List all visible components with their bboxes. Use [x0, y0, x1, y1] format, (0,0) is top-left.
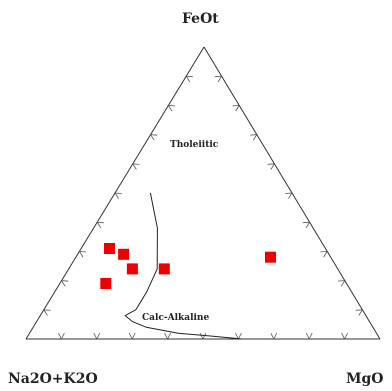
tholeiitic-calc-alkaline-divider	[124, 192, 242, 340]
tick-bottom-9	[58, 332, 65, 340]
tick-left-3	[78, 250, 87, 258]
tick-left-9	[185, 75, 193, 83]
tick-left-6	[132, 163, 140, 170]
data-point-4	[126, 263, 138, 275]
triangle-frame	[25, 46, 381, 340]
tick-left-4	[96, 221, 104, 229]
data-point-3	[118, 248, 130, 260]
tick-bottom-6	[164, 332, 171, 340]
tick-marks	[43, 75, 364, 340]
data-point-1	[265, 251, 276, 263]
tick-right-8	[338, 280, 346, 287]
vertex-label-right: MgO	[346, 371, 383, 387]
tick-bottom-2	[305, 332, 313, 340]
tick-left-5	[114, 192, 122, 199]
tick-bottom-7	[128, 332, 136, 340]
tick-right-2	[232, 104, 240, 112]
tick-right-4	[267, 163, 276, 170]
tick-right-7	[320, 250, 328, 258]
tick-right-5	[285, 192, 293, 199]
field-label-tholeiitic: Tholeiitic	[170, 140, 219, 150]
tick-bottom-3	[270, 332, 278, 340]
tick-left-8	[167, 104, 176, 112]
tick-right-1	[214, 75, 223, 83]
data-point-2	[104, 243, 115, 254]
tick-right-9	[355, 309, 364, 316]
data-point-5	[100, 278, 112, 289]
tick-left-7	[149, 134, 158, 141]
field-label-calc-alkaline: Calc-Alkaline	[142, 313, 209, 323]
tick-left-2	[60, 280, 69, 287]
tick-bottom-1	[341, 332, 348, 340]
data-points	[100, 243, 276, 289]
vertex-label-top: FeOt	[182, 11, 219, 27]
tick-bottom-8	[93, 332, 101, 340]
tick-right-3	[250, 134, 258, 141]
vertex-label-left: Na2O+K2O	[8, 371, 98, 387]
tick-right-6	[302, 221, 311, 229]
tick-left-1	[43, 309, 51, 316]
data-point-6	[158, 263, 170, 275]
